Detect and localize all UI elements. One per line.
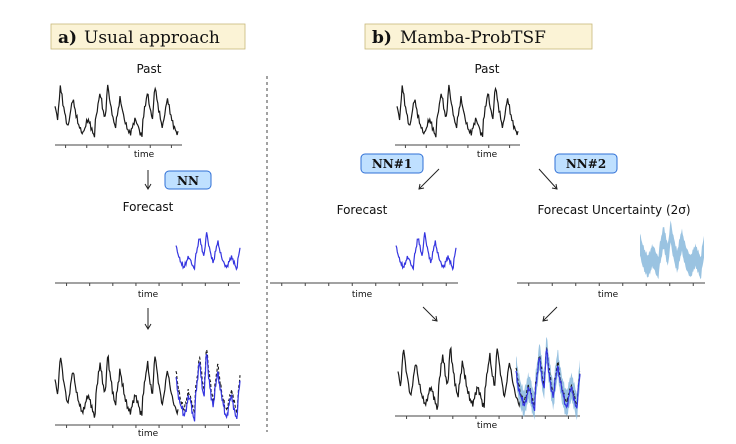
plot-b-forecast-series [395, 232, 457, 272]
plot-a-past: time [54, 84, 182, 160]
plot-a-combined-forecast [175, 353, 241, 422]
plot-a-forecast: time [55, 232, 241, 300]
plot-b-forecast: time [270, 232, 458, 300]
plot-b-combined-band [516, 336, 580, 421]
panel-b-title-text: Mamba-ProbTSF [400, 28, 546, 48]
arrow-b-left [418, 168, 440, 190]
panel-b-title: b) Mamba-ProbTSF [364, 23, 593, 50]
plot-b-uncertainty-time-label: time [598, 290, 619, 300]
plot-b-past: time [395, 84, 520, 160]
arrow-b-right [538, 168, 558, 190]
plot-b-uncertainty-band [640, 220, 704, 280]
plot-a-forecast-time-label: time [138, 290, 159, 300]
panel-a-title: a) Usual approach [50, 23, 246, 50]
nn-label: NN [177, 174, 199, 188]
plot-b-combined-time-label: time [477, 421, 498, 431]
plot-b-forecast-time-label: time [352, 290, 373, 300]
plot-a-forecast-series [175, 232, 241, 271]
arrow-b-merge-right [542, 306, 558, 322]
arrow-a-1 [144, 170, 152, 190]
panel-a-past-label: Past [136, 62, 161, 76]
nn2-box: NN#2 [554, 153, 618, 174]
nn2-box-rect [554, 153, 618, 174]
plot-a-past-series [54, 84, 179, 138]
nn2-label: NN#2 [566, 157, 606, 171]
plot-b-past-series [396, 84, 519, 138]
panel-a-forecast-label: Forecast [123, 200, 174, 214]
panel-b-title-box [364, 23, 593, 50]
plot-b-combined-forecast [515, 347, 581, 411]
plot-a-past-time-label: time [134, 150, 155, 160]
nn-box: NN [164, 170, 212, 190]
panel-a-letter: a) [58, 28, 77, 48]
panel-b-forecast-label: Forecast [337, 203, 388, 217]
plot-a-combined-time-label: time [138, 429, 159, 439]
plot-a-combined-past [54, 354, 179, 418]
plot-b-past-time-label: time [477, 150, 498, 160]
panel-b-letter: b) [372, 28, 392, 48]
arrow-a-2 [144, 308, 152, 330]
panel-a-title-box [50, 23, 246, 50]
nn1-box: NN#1 [360, 153, 424, 174]
arrow-b-merge-left [422, 306, 438, 322]
plot-b-combined: time [395, 336, 581, 431]
nn-box-rect [164, 170, 212, 190]
panel-a-title-text: Usual approach [84, 28, 220, 48]
nn1-box-rect [360, 153, 424, 174]
panel-b-uncertainty-label: Forecast Uncertainty (2σ) [537, 203, 690, 217]
panel-b-past-label: Past [474, 62, 499, 76]
plot-a-combined: time [54, 349, 241, 439]
nn1-label: NN#1 [372, 157, 412, 171]
plot-b-uncertainty: time [517, 220, 705, 300]
plot-b-combined-past [397, 346, 521, 410]
